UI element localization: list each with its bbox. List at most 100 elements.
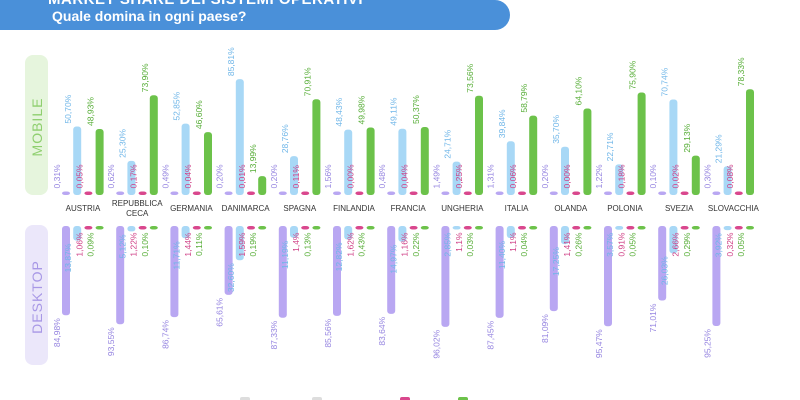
mobile-bar-italia-2 — [506, 141, 515, 195]
desktop-bar-austria-2 — [73, 226, 82, 241]
desktop-value-danimarca-4: 0,19% — [248, 232, 258, 257]
category-label-germania: GERMANIA — [170, 204, 213, 213]
mobile-value-svezia-2: 70,74% — [659, 67, 669, 96]
mobile-value-austria-1: 0,31% — [52, 164, 62, 189]
category-label-italia: ITALIA — [505, 204, 530, 213]
desktop-bar-polonia-4 — [637, 226, 646, 230]
desktop-value-ungheria-3: 1,1% — [454, 232, 464, 252]
category-label-ungheria: UNGHERIA — [441, 204, 484, 213]
mobile-bar-repubblica-ceca-2 — [127, 160, 136, 195]
desktop-value-polonia-1: 95,47% — [594, 329, 604, 358]
desktop-value-olanda-2: 17,25% — [551, 247, 561, 276]
desktop-bar-danimarca-1 — [224, 226, 233, 295]
mobile-value-repubblica-ceca-3: 0,17% — [129, 164, 139, 189]
mobile-bar-polonia-2 — [615, 164, 624, 195]
mobile-value-francia-2: 49,11% — [388, 97, 398, 126]
mobile-bar-svezia-1 — [658, 191, 667, 195]
desktop-bar-austria-3 — [84, 226, 93, 230]
desktop-value-spagna-4: 0,13% — [302, 232, 312, 257]
mobile-bar-spagna-4 — [312, 99, 321, 195]
desktop-bar-danimarca-2 — [235, 226, 244, 261]
mobile-value-finlandia-1: 1,56% — [323, 164, 333, 189]
mobile-value-austria-4: 48,93% — [86, 97, 96, 126]
mobile-bar-slovacchia-4 — [746, 89, 754, 195]
mobile-bar-repubblica-ceca-1 — [116, 191, 125, 195]
desktop-bar-francia-4 — [420, 226, 429, 230]
mobile-bar-finlandia-3 — [355, 191, 364, 195]
desktop-bar-olanda-3 — [572, 226, 581, 230]
mobile-bar-danimarca-4 — [258, 176, 267, 195]
desktop-value-olanda-3: 1,41% — [562, 232, 572, 257]
desktop-bar-olanda-2 — [561, 226, 569, 245]
desktop-value-repubblica-ceca-1: 93,55% — [106, 327, 116, 356]
mobile-value-slovacchia-3: 0,08% — [725, 164, 735, 189]
desktop-bar-spagna-4 — [312, 226, 321, 230]
desktop-bar-francia-1 — [387, 226, 396, 314]
desktop-bar-olanda-1 — [549, 226, 558, 312]
desktop-bar-polonia-1 — [604, 226, 612, 327]
mobile-value-slovacchia-4: 78,33% — [736, 57, 746, 86]
mobile-value-svezia-4: 29,13% — [682, 123, 692, 152]
desktop-value-italia-2: 11,40% — [497, 241, 507, 270]
mobile-value-francia-1: 0,48% — [377, 164, 387, 189]
mobile-bar-finlandia-2 — [344, 129, 353, 195]
desktop-bar-svezia-2 — [669, 226, 678, 254]
mobile-value-francia-4: 50,37% — [411, 95, 421, 124]
mobile-value-germania-1: 0,49% — [160, 164, 170, 189]
mobile-value-ungheria-4: 73,56% — [465, 63, 475, 92]
mobile-value-francia-3: 0,04% — [400, 164, 410, 189]
mobile-value-olanda-4: 64,10% — [573, 76, 583, 105]
mobile-bar-spagna-1 — [278, 191, 287, 195]
desktop-bar-ungheria-1 — [441, 226, 450, 327]
category-label-austria: AUSTRIA — [66, 204, 101, 213]
desktop-bar-italia-2 — [506, 226, 515, 238]
desktop-value-slovacchia-4: 0,05% — [736, 232, 746, 257]
mobile-value-finlandia-2: 48,43% — [334, 97, 344, 126]
desktop-value-finlandia-1: 85,56% — [323, 318, 333, 347]
mobile-bar-danimarca-1 — [224, 191, 233, 195]
desktop-value-slovacchia-2: 3,92% — [714, 233, 724, 258]
category-label-polonia: POLONIA — [607, 204, 643, 213]
desktop-value-germania-1: 86,74% — [160, 320, 170, 349]
desktop-value-repubblica-ceca-2: 5,12% — [117, 234, 127, 259]
desktop-value-germania-4: 0,11% — [194, 232, 204, 256]
mobile-value-spagna-1: 0,20% — [269, 164, 279, 189]
desktop-label: DESKTOP — [29, 260, 45, 334]
mobile-bar-repubblica-ceca-4 — [149, 95, 158, 195]
desktop-value-polonia-4: 0,05% — [628, 232, 638, 257]
mobile-bar-austria-4 — [95, 128, 104, 195]
mobile-bar-germania-1 — [170, 191, 179, 195]
mobile-bar-germania-4 — [204, 132, 212, 195]
mobile-bar-francia-1 — [387, 191, 396, 195]
desktop-value-repubblica-ceca-3: 1,22% — [129, 232, 139, 257]
desktop-bar-germania-1 — [170, 226, 179, 318]
desktop-bar-ungheria-2 — [452, 226, 461, 230]
desktop-value-austria-4: 0,09% — [86, 232, 96, 257]
desktop-value-francia-3: 1,16% — [400, 232, 410, 257]
mobile-bar-svezia-3 — [680, 191, 689, 195]
desktop-bar-germania-3 — [192, 226, 201, 230]
legend-swatch-3 — [400, 397, 410, 400]
desktop-value-svezia-4: 0,29% — [682, 232, 692, 257]
desktop-value-polonia-3: 0,91% — [616, 232, 626, 257]
mobile-value-spagna-3: 0,11% — [291, 165, 301, 189]
desktop-bar-svezia-3 — [680, 226, 689, 230]
mobile-bar-francia-3 — [409, 191, 418, 195]
desktop-value-svezia-3: 2,66% — [671, 232, 681, 257]
mobile-value-austria-3: 0,05% — [74, 164, 84, 189]
desktop-value-ungheria-4: 0,03% — [465, 232, 475, 257]
mobile-value-germania-2: 52,85% — [172, 91, 182, 120]
mobile-bar-slovacchia-1 — [712, 191, 721, 195]
desktop-bar-olanda-4 — [583, 226, 592, 230]
desktop-value-finlandia-3: 1,62% — [345, 232, 355, 257]
desktop-value-olanda-4: 0,26% — [573, 232, 583, 257]
mobile-bar-danimarca-3 — [247, 191, 255, 195]
mobile-bar-spagna-2 — [290, 156, 298, 195]
desktop-value-spagna-2: 11,19% — [280, 240, 290, 269]
category-label-olanda: OLANDA — [554, 204, 588, 213]
mobile-bar-austria-2 — [73, 126, 82, 195]
mobile-bar-olanda-3 — [572, 191, 581, 195]
desktop-bar-spagna-3 — [301, 226, 310, 230]
